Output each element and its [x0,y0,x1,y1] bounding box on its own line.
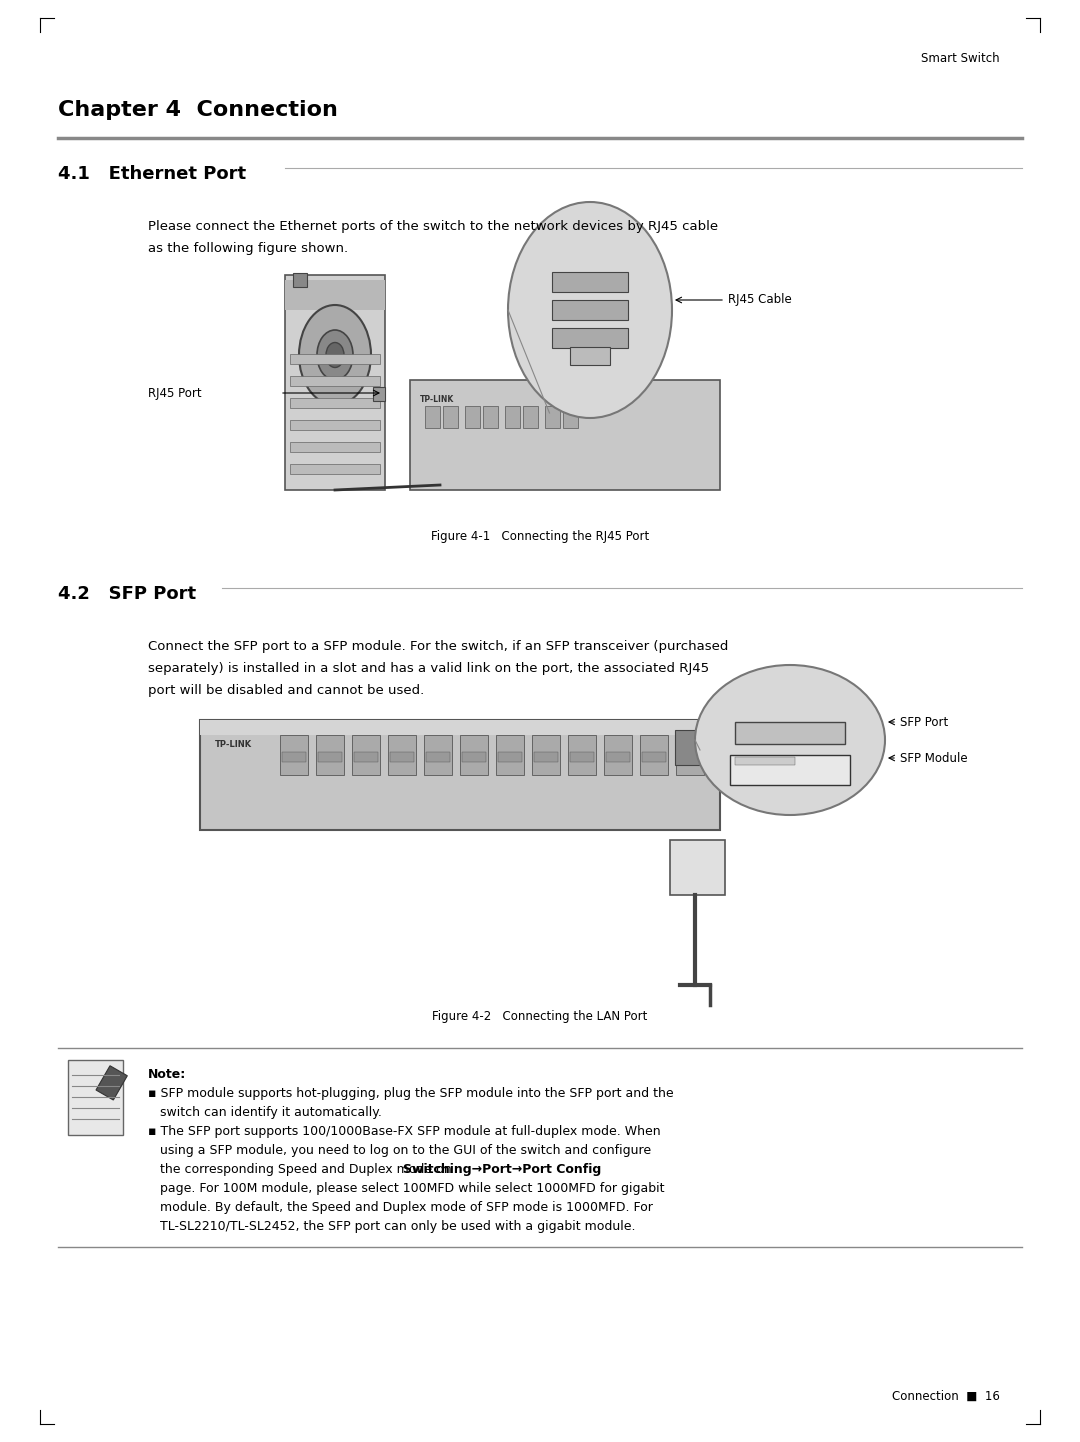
Bar [642,751,666,761]
Bar [568,735,596,774]
Bar [280,735,308,774]
Text: TP-LINK: TP-LINK [215,740,252,748]
Bar [443,407,458,428]
Bar [462,751,486,761]
Bar [291,443,380,451]
Bar [523,407,538,428]
Text: the corresponding Speed and Duplex mode on: the corresponding Speed and Duplex mode … [148,1164,456,1177]
Text: Figure 4-1   Connecting the RJ45 Port: Figure 4-1 Connecting the RJ45 Port [431,531,649,544]
Bar [498,751,522,761]
Bar [460,735,488,774]
Text: Please connect the Ethernet ports of the switch to the network devices by RJ45 c: Please connect the Ethernet ports of the… [148,221,718,234]
Bar [604,735,632,774]
Text: Figure 4-2   Connecting the LAN Port: Figure 4-2 Connecting the LAN Port [432,1009,648,1022]
Bar [545,407,561,428]
Bar [390,751,414,761]
Bar [675,730,715,766]
Bar [606,751,630,761]
Bar [426,407,440,428]
Text: ▪ The SFP port supports 100/1000Base-FX SFP module at full-duplex mode. When: ▪ The SFP port supports 100/1000Base-FX … [148,1125,661,1138]
Bar [282,751,306,761]
Bar [373,386,384,401]
Bar [552,300,627,320]
Bar [291,420,380,430]
Bar [465,407,480,428]
Bar [291,398,380,408]
Bar [570,751,594,761]
Bar [285,275,384,490]
Text: Smart Switch: Smart Switch [921,52,1000,65]
Bar [388,735,416,774]
Text: RJ45 Cable: RJ45 Cable [728,294,792,307]
Text: SFP Module: SFP Module [900,751,968,764]
Bar [426,751,450,761]
Ellipse shape [318,330,353,381]
Text: Note:: Note: [148,1069,186,1082]
Bar [552,327,627,348]
Text: TP-LINK: TP-LINK [420,395,455,404]
Bar [534,751,558,761]
Ellipse shape [299,306,372,405]
Text: TL-SL2210/TL-SL2452, the SFP port can only be used with a gigabit module.: TL-SL2210/TL-SL2452, the SFP port can on… [148,1220,635,1233]
Bar [735,722,845,744]
Text: SFP Port: SFP Port [900,715,948,728]
Bar [354,751,378,761]
Bar [200,720,720,831]
Bar [670,841,725,895]
Text: using a SFP module, you need to log on to the GUI of the switch and configure: using a SFP module, you need to log on t… [148,1144,651,1156]
Text: 4.1   Ethernet Port: 4.1 Ethernet Port [58,164,246,183]
Text: page. For 100M module, please select 100MFD while select 1000MFD for gigabit: page. For 100M module, please select 100… [148,1182,664,1195]
Bar [563,407,578,428]
Text: switch can identify it automatically.: switch can identify it automatically. [148,1106,382,1119]
Text: as the following figure shown.: as the following figure shown. [148,242,348,255]
Text: Chapter 4  Connection: Chapter 4 Connection [58,99,338,120]
Bar [570,348,610,365]
Ellipse shape [508,202,672,418]
Bar [291,376,380,386]
Bar [678,751,702,761]
Bar [552,273,627,291]
Bar [496,735,524,774]
Text: module. By default, the Speed and Duplex mode of SFP mode is 1000MFD. For: module. By default, the Speed and Duplex… [148,1201,653,1214]
Text: ▪ SFP module supports hot-plugging, plug the SFP module into the SFP port and th: ▪ SFP module supports hot-plugging, plug… [148,1087,674,1100]
Bar [532,735,561,774]
Bar [352,735,380,774]
Bar [96,1066,127,1100]
Bar [316,735,345,774]
Text: Connect the SFP port to a SFP module. For the switch, if an SFP transceiver (pur: Connect the SFP port to a SFP module. Fo… [148,640,728,653]
Bar [730,756,850,784]
Bar [200,720,720,735]
Bar [640,735,669,774]
Bar [68,1060,123,1135]
Text: 4.2   SFP Port: 4.2 SFP Port [58,585,197,603]
Ellipse shape [326,343,345,368]
Bar [676,735,704,774]
Bar [483,407,498,428]
Bar [318,751,342,761]
Bar [291,464,380,474]
Text: port will be disabled and cannot be used.: port will be disabled and cannot be used… [148,684,424,696]
Bar [291,353,380,363]
Bar [410,381,720,490]
Bar [735,757,795,766]
Text: Connection  ■  16: Connection ■ 16 [892,1390,1000,1403]
Text: Switching→Port→Port Config: Switching→Port→Port Config [403,1164,602,1177]
Bar [293,273,307,287]
Text: RJ45 Port: RJ45 Port [148,386,202,399]
Text: separately) is installed in a slot and has a valid link on the port, the associa: separately) is installed in a slot and h… [148,662,710,675]
Bar [424,735,453,774]
Bar [505,407,519,428]
Ellipse shape [696,665,885,815]
Bar [285,280,384,310]
